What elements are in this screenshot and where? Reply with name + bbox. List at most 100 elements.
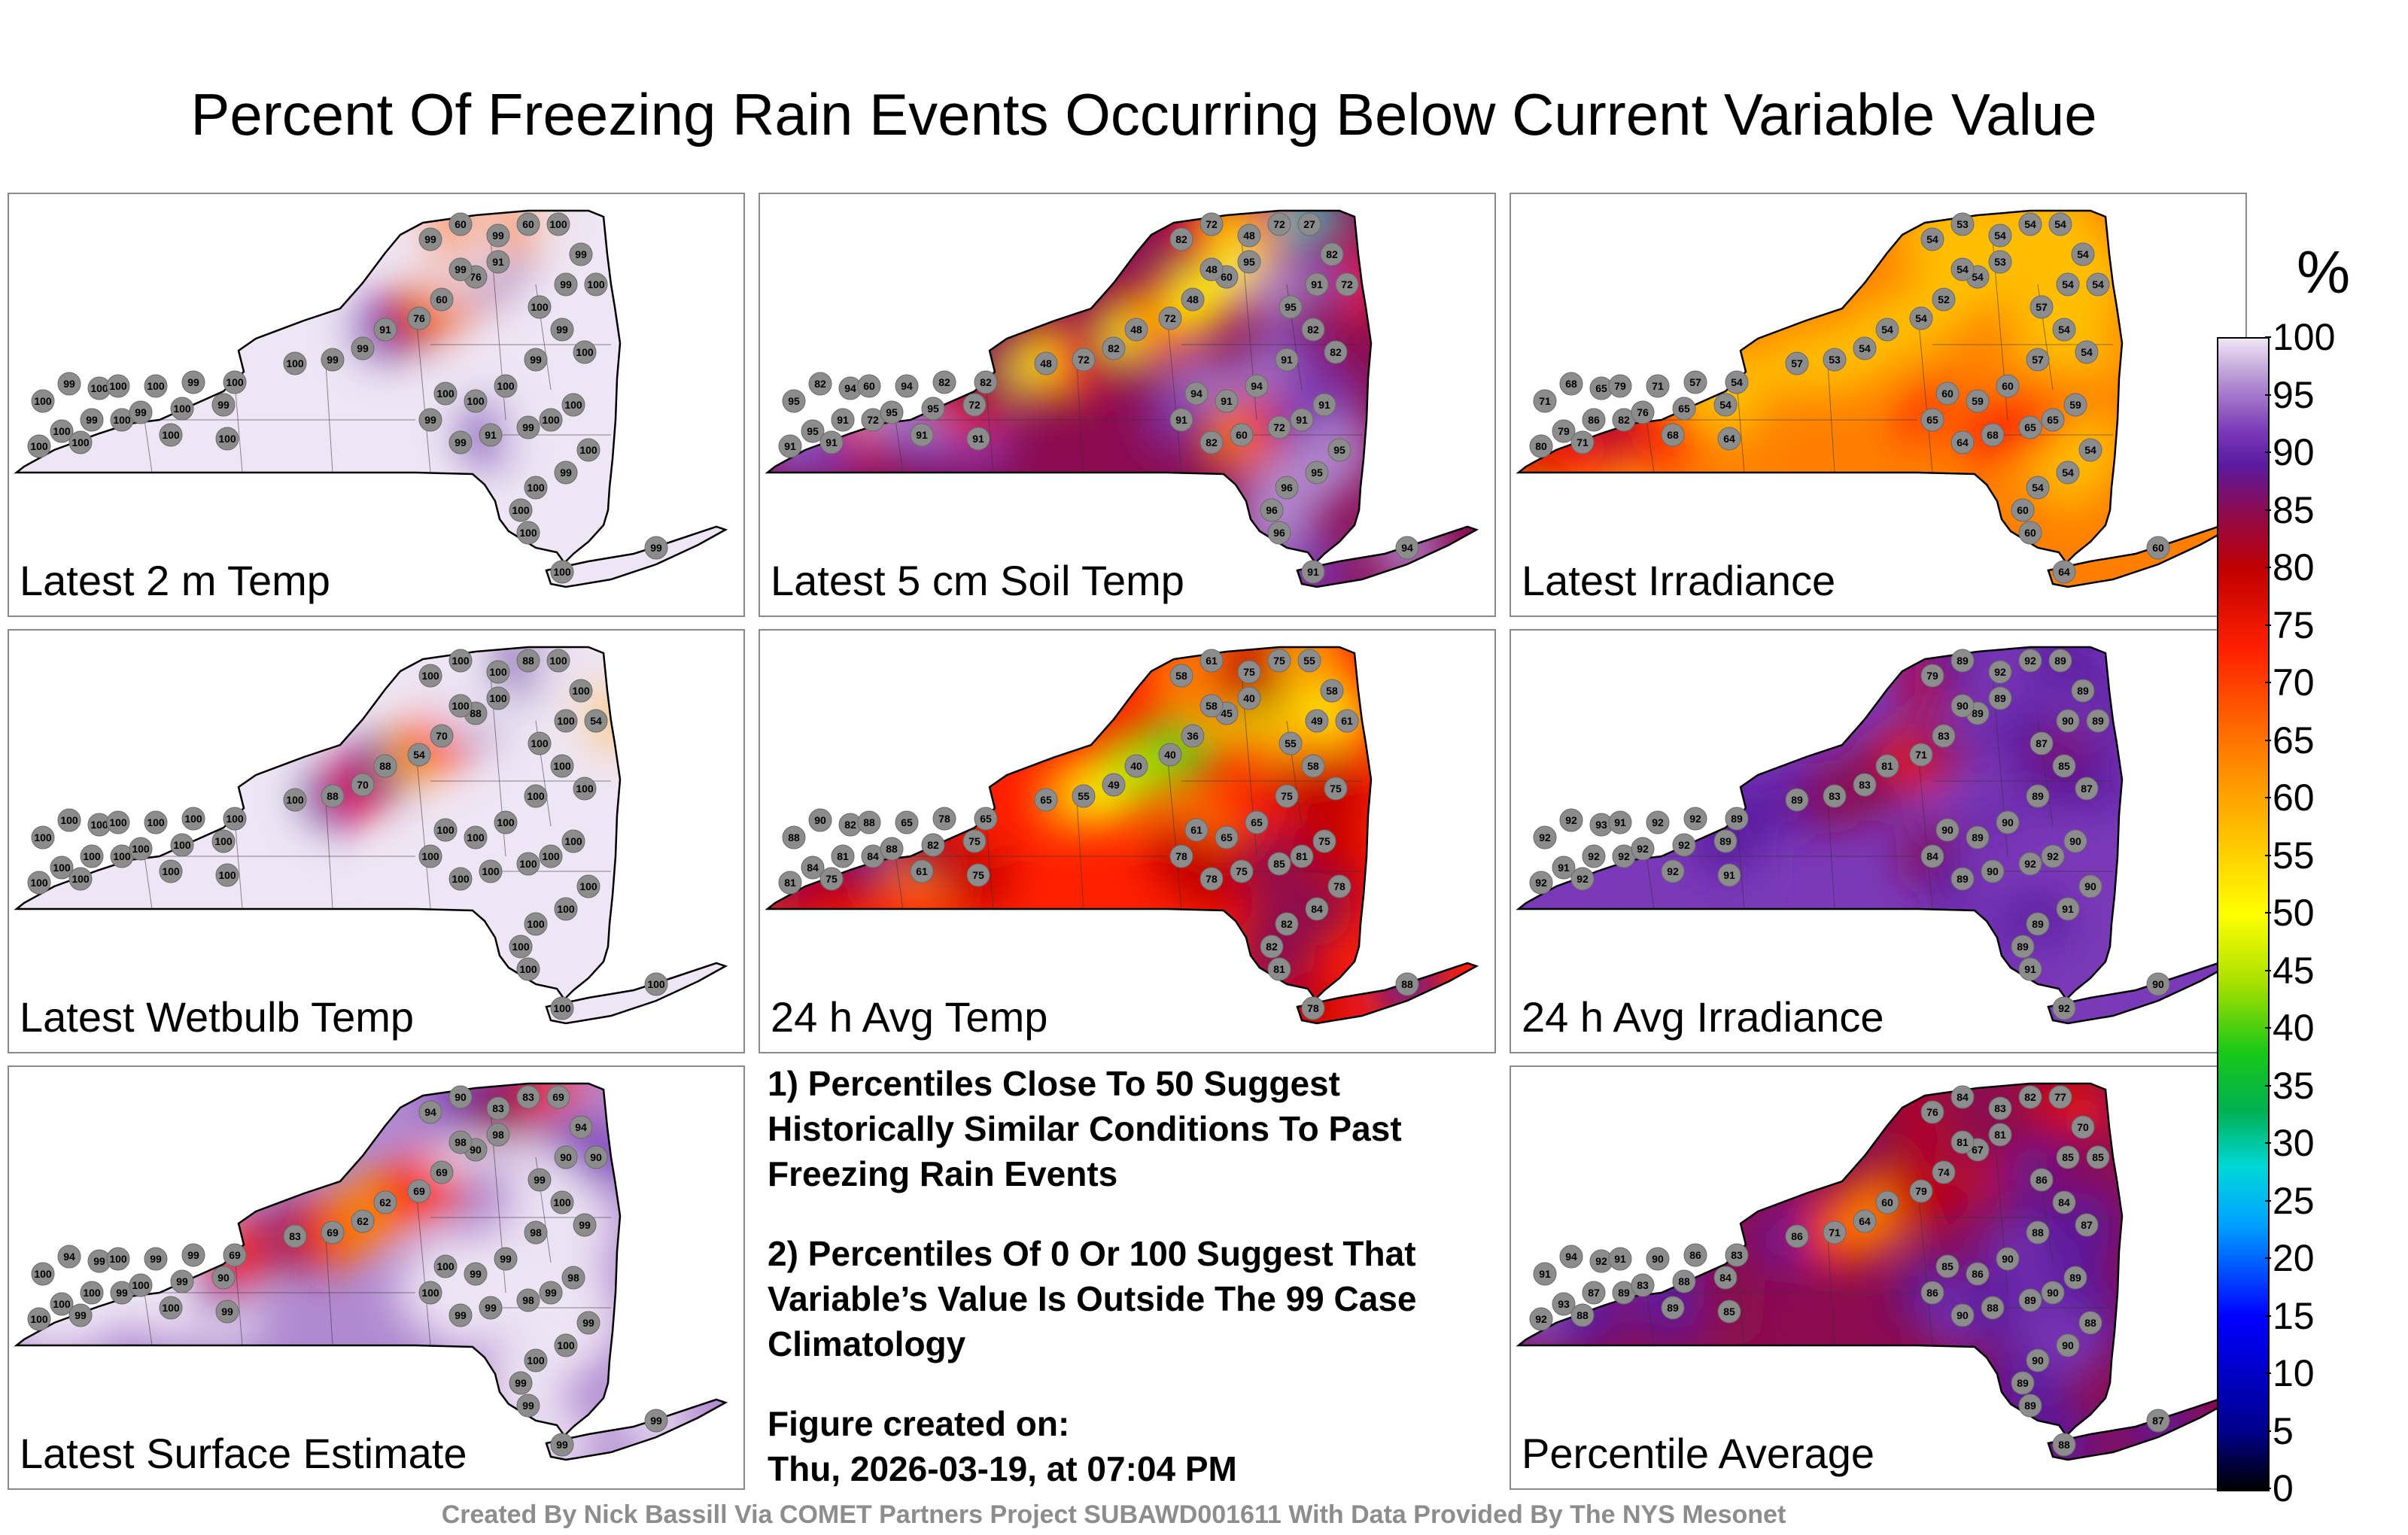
station-dot — [283, 788, 307, 812]
station-value: 100 — [83, 850, 101, 862]
colorbar-tick-label: 20 — [2265, 1237, 2315, 1279]
station-marker: 98 — [448, 1130, 473, 1154]
station-value: 81 — [784, 877, 796, 889]
station-marker: 92 — [1661, 859, 1685, 883]
station-marker: 70 — [2071, 1115, 2095, 1139]
station-marker: 89 — [2071, 679, 2095, 703]
station-dot — [1158, 743, 1182, 767]
station-value: 90 — [1987, 865, 1999, 877]
station-marker: 82 — [1199, 430, 1224, 454]
station-value: 83 — [1637, 1279, 1649, 1291]
station-dot — [1559, 1245, 1583, 1269]
station-value: 100 — [421, 850, 439, 862]
station-marker: 95 — [1327, 438, 1351, 462]
station-value: 75 — [972, 869, 984, 881]
station-dot — [1631, 400, 1655, 424]
station-dot — [448, 212, 473, 236]
colorbar — [2217, 337, 2270, 1491]
station-marker: 100 — [106, 810, 130, 834]
station-dot — [2011, 935, 2035, 959]
station-value: 100 — [519, 858, 537, 870]
station-dot — [974, 807, 998, 831]
station-marker: 100 — [27, 1307, 51, 1331]
station-value: 100 — [497, 380, 515, 392]
station-marker: 54 — [2086, 272, 2110, 296]
colorbar-tick-label: 15 — [2265, 1294, 2315, 1337]
station-value: 100 — [557, 903, 575, 915]
station-value: 100 — [173, 403, 191, 415]
station-marker: 68 — [1981, 423, 2005, 447]
station-value: 95 — [1333, 444, 1345, 456]
station-value: 64 — [1859, 1215, 1871, 1227]
station-marker: 100 — [283, 351, 307, 375]
colorbar-tick-label: 65 — [2265, 719, 2315, 761]
station-marker: 100 — [159, 1296, 183, 1320]
percentile-field — [1519, 647, 2227, 1023]
station-marker: 90 — [2146, 972, 2170, 996]
station-dot — [1320, 679, 1344, 703]
station-value: 99 — [492, 229, 504, 242]
station-value: 90 — [1956, 1309, 1969, 1321]
station-marker: 81 — [1950, 1130, 1975, 1154]
station-value: 95 — [1311, 467, 1323, 479]
station-dot — [962, 393, 987, 417]
station-value: 45 — [1221, 707, 1233, 719]
station-value: 91 — [1723, 869, 1735, 881]
station-value: 65 — [1595, 382, 1607, 394]
colorbar-tick-label: 100 — [2264, 316, 2336, 358]
station-marker: 99 — [516, 415, 540, 439]
station-marker: 92 — [1646, 810, 1670, 834]
station-dot — [1102, 336, 1126, 360]
station-dot — [974, 370, 998, 394]
station-dot — [1237, 686, 1261, 710]
station-marker: 92 — [1988, 660, 2012, 684]
station-value: 100 — [226, 376, 244, 388]
station-value: 99 — [176, 1275, 188, 1287]
station-value: 93 — [1558, 1298, 1570, 1310]
station-dot — [1034, 351, 1058, 375]
station-dot — [1305, 897, 1329, 921]
station-marker: 72 — [1072, 348, 1096, 372]
station-dot — [1305, 460, 1329, 485]
station-value: 92 — [1652, 816, 1664, 828]
station-value: 68 — [1987, 429, 1999, 441]
station-dot — [1301, 754, 1325, 778]
station-value: 71 — [1915, 749, 1927, 761]
station-value: 57 — [2036, 301, 2048, 313]
station-value: 75 — [1243, 666, 1255, 678]
station-value: 79 — [1915, 1185, 1927, 1197]
field-base — [17, 647, 725, 1023]
station-dot — [2052, 1190, 2076, 1214]
station-marker: 89 — [2011, 935, 2035, 959]
station-value: 100 — [557, 1339, 575, 1351]
station-value: 89 — [2077, 685, 2089, 697]
station-value: 65 — [1221, 831, 1233, 843]
station-dot — [129, 1273, 153, 1297]
panel-label: Latest Wetbulb Temp — [20, 993, 415, 1041]
station-value: 89 — [1791, 794, 1803, 806]
station-marker: 100 — [87, 376, 111, 400]
station-marker: 78 — [932, 807, 956, 831]
station-dot — [516, 1288, 540, 1312]
station-value: 79 — [1614, 380, 1626, 392]
station-dot — [778, 871, 802, 895]
station-value: 91 — [1175, 414, 1187, 426]
county-line — [1646, 856, 1655, 910]
station-value: 57 — [2032, 354, 2044, 366]
station-dot — [448, 867, 473, 891]
station-marker: 100 — [494, 374, 518, 398]
station-marker: 94 — [418, 1100, 442, 1124]
station-marker: 99 — [464, 1262, 488, 1286]
station-marker: 100 — [516, 852, 540, 876]
station-value: 100 — [162, 429, 180, 441]
station-dot — [2018, 957, 2042, 981]
station-dot — [1853, 773, 1877, 797]
station-marker: 82 — [974, 370, 998, 394]
station-dot — [1920, 1100, 1944, 1124]
station-value: 100 — [647, 978, 665, 990]
station-dot — [215, 427, 239, 451]
created-value: Thu, 2026-03-19, at 07:04 PM — [768, 1449, 1237, 1488]
county-line — [234, 1254, 243, 1346]
station-dot — [1920, 844, 1944, 868]
